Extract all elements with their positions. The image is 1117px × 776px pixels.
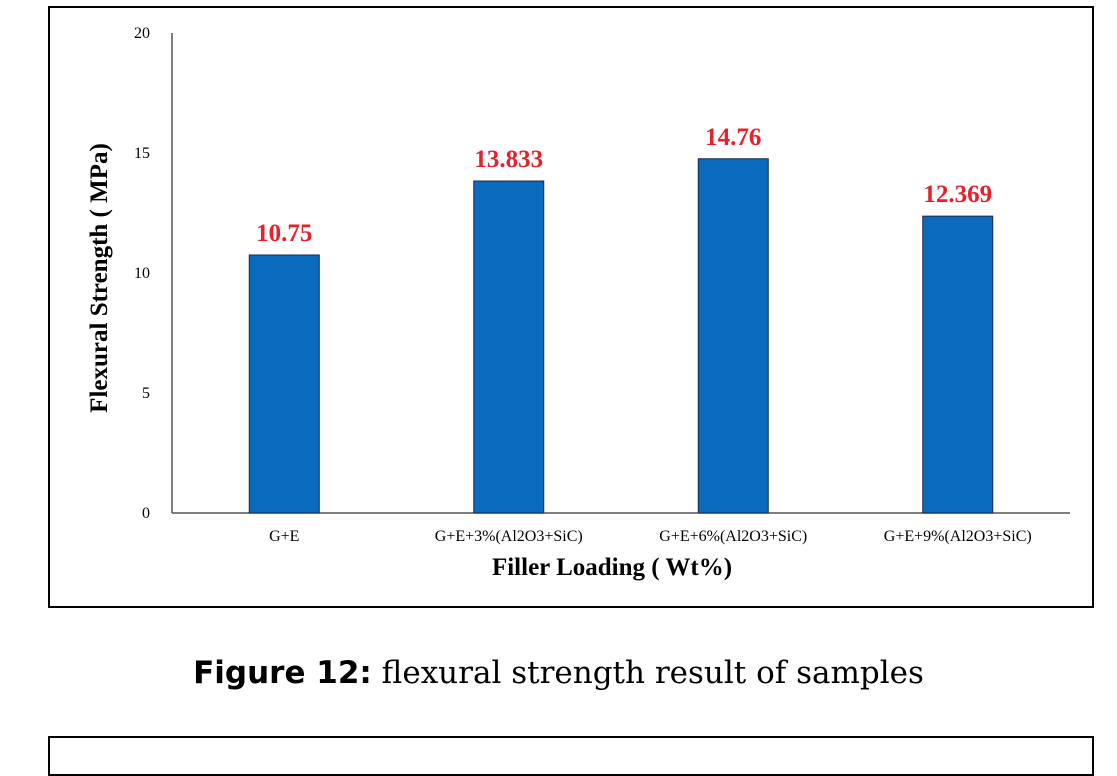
- y-tick-label: 10: [134, 265, 150, 282]
- y-axis: 0 5 10 15 20: [134, 25, 173, 522]
- figure-caption: Figure 12: flexural strength result of s…: [0, 655, 1117, 691]
- y-tick-label: 0: [142, 505, 150, 522]
- x-tick-label: G+E+9%(Al2O3+SiC): [884, 528, 1032, 545]
- x-axis: G+E G+E+3%(Al2O3+SiC) G+E+6%(Al2O3+SiC) G+E…: [172, 512, 1070, 545]
- y-tick-label: 5: [142, 385, 150, 402]
- y-tick-label: 20: [134, 25, 150, 42]
- data-label: 13.833: [474, 146, 543, 173]
- x-axis-title: Filler Loading ( Wt%): [492, 554, 732, 581]
- x-tick-label: G+E+3%(Al2O3+SiC): [435, 528, 583, 545]
- data-labels: 10.75 13.833 14.76 12.369: [256, 124, 992, 247]
- data-label: 12.369: [923, 181, 992, 208]
- x-tick-label: G+E: [269, 528, 299, 545]
- bar: [473, 180, 545, 514]
- bar: [922, 215, 994, 514]
- x-tick-label: G+E+6%(Al2O3+SiC): [659, 528, 807, 545]
- figure-caption-text: flexural strength result of samples: [371, 655, 924, 691]
- bar: [248, 254, 320, 514]
- figure-label: Figure 12:: [193, 655, 372, 691]
- next-figure-frame: [48, 736, 1094, 776]
- data-label: 14.76: [705, 124, 761, 151]
- bars: [248, 158, 994, 514]
- data-label: 10.75: [256, 220, 312, 247]
- y-tick-label: 15: [134, 145, 150, 162]
- chart-frame: 0 5 10 15 20 G+E G+E+3%(Al2O3+SiC) G+E+6%(Al2O…: [48, 6, 1094, 608]
- y-axis-title: Flexural Strength ( MPa): [86, 143, 113, 413]
- bar-chart: 0 5 10 15 20 G+E G+E+3%(Al2O3+SiC) G+E+6%(Al2O…: [86, 25, 1070, 581]
- bar: [697, 158, 769, 514]
